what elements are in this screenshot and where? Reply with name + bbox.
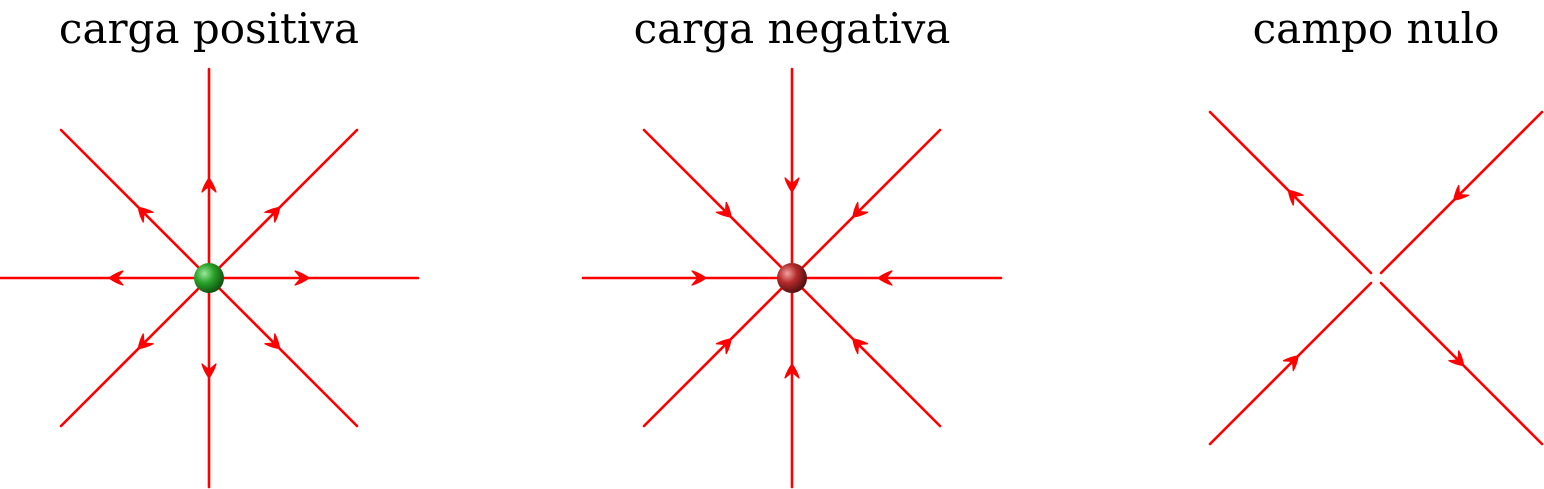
field-line-up-left xyxy=(642,128,794,280)
arrow-up-left xyxy=(137,206,154,223)
title-carga-positiva: carga positiva xyxy=(58,4,360,53)
arrow-up-left xyxy=(1287,189,1304,206)
field-line-down-right xyxy=(207,276,359,428)
field-line-down-left xyxy=(1208,281,1373,446)
arrow-left xyxy=(108,270,124,286)
arrow-up-right xyxy=(1453,184,1470,201)
panel-positive-charge xyxy=(0,67,420,489)
arrow-down-right xyxy=(1448,350,1465,367)
arrow-up xyxy=(784,177,800,193)
arrow-up-right xyxy=(852,201,869,218)
arrow-up xyxy=(201,177,217,193)
arrow-left xyxy=(691,270,707,286)
arrow-up-right xyxy=(264,206,281,223)
panel-negative-charge xyxy=(581,67,1003,489)
field-line-up-left xyxy=(59,128,211,280)
field-line-down-left xyxy=(642,276,794,428)
arrow-down xyxy=(784,363,800,379)
field-line-up-right xyxy=(790,128,942,280)
title-campo-nulo: campo nulo xyxy=(1252,4,1500,53)
arrow-right xyxy=(877,270,893,286)
arrow-down-left xyxy=(137,333,154,350)
field-line-down-right xyxy=(790,276,942,428)
panel-null-field xyxy=(1208,110,1544,446)
field-line-down-left xyxy=(59,276,211,428)
title-carga-negativa: carga negativa xyxy=(633,4,951,53)
arrow-down-right xyxy=(852,338,869,355)
arrow-down-left xyxy=(1282,355,1299,372)
arrow-down-right xyxy=(264,333,281,350)
arrow-right xyxy=(294,270,310,286)
negative-charge-sphere xyxy=(777,263,807,293)
field-line-up-right xyxy=(207,128,359,280)
field-line-up-right xyxy=(1379,110,1544,275)
arrow-up-left xyxy=(715,201,732,218)
arrow-down xyxy=(201,363,217,379)
arrow-down-left xyxy=(715,338,732,355)
positive-charge-sphere xyxy=(194,263,224,293)
